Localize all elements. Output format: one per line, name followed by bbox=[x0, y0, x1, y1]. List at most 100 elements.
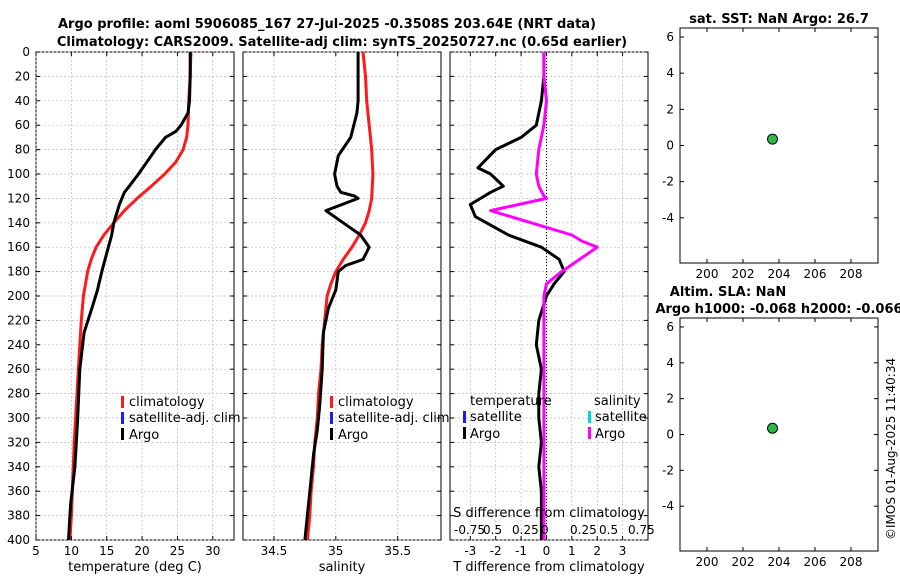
title-line-2: Climatology: CARS2009. Satellite-adj cli… bbox=[57, 35, 627, 50]
sla-frame bbox=[679, 317, 879, 552]
y-tick-label: 80 bbox=[15, 143, 30, 157]
y-tick-label: 0 bbox=[666, 428, 674, 442]
x-tick-label: 206 bbox=[804, 267, 827, 281]
x-tick-label: -3 bbox=[464, 544, 476, 558]
x-tick-label: 2 bbox=[593, 544, 601, 558]
x-tick-label: 204 bbox=[768, 267, 791, 281]
x-tick-label: 204 bbox=[768, 555, 791, 569]
y-tick-label: 180 bbox=[7, 265, 30, 279]
legend-label-argo: Argo bbox=[338, 428, 368, 443]
series-temperature-argo bbox=[468, 52, 566, 540]
salinity-ticks: 34.5 35 35.5 bbox=[243, 51, 441, 558]
sla-subtitle: Argo h1000: -0.068 h2000: -0.066 bbox=[655, 302, 900, 317]
temperature-axes: 5 10 15 20 25 3002040608010012014016018020022… bbox=[7, 45, 241, 575]
y-tick-label: 400 bbox=[7, 533, 30, 547]
y-tick-label: 300 bbox=[7, 411, 30, 425]
legend-swatch-temperature-argo bbox=[463, 427, 466, 439]
top-tick-label: 0.5 bbox=[599, 523, 618, 537]
y-tick-label: 100 bbox=[7, 167, 30, 181]
salinity-legend: climatology satellite-adj. clim Argo bbox=[330, 395, 450, 443]
x-tick-label: 208 bbox=[840, 555, 863, 569]
top-tick-label: 0.25 bbox=[512, 523, 539, 537]
legend-label-salinity-argo: Argo bbox=[595, 427, 625, 442]
y-tick-label: 0 bbox=[666, 139, 674, 153]
legend-swatch-salinity-argo bbox=[588, 427, 591, 439]
y-tick-label: 240 bbox=[7, 338, 30, 352]
series-argo bbox=[303, 52, 371, 541]
x-tick-label: -2 bbox=[490, 544, 502, 558]
y-tick-label: 220 bbox=[7, 313, 30, 327]
y-tick-label: -4 bbox=[662, 499, 674, 513]
x-tick-label: 202 bbox=[732, 267, 755, 281]
temperature-marks bbox=[67, 51, 193, 541]
legend-label-satellite: satellite-adj. clim bbox=[338, 411, 450, 426]
y-tick-label: 0 bbox=[22, 45, 30, 59]
y-tick-label: 360 bbox=[7, 484, 30, 498]
top-tick-label: 0.5 bbox=[483, 523, 502, 537]
legend-label-satellite: satellite-adj. clim bbox=[129, 411, 241, 426]
y-tick-label: 2 bbox=[666, 102, 674, 116]
sla-marks bbox=[767, 422, 779, 434]
legend-swatch-salinity-satellite bbox=[588, 411, 591, 423]
legend-label-temperature-argo: Argo bbox=[470, 427, 500, 442]
y-tick-label: 380 bbox=[7, 509, 30, 523]
salinity-axes: 34.5 35 35.5 salinity climatology satellit… bbox=[242, 51, 450, 575]
legend-label-climatology: climatology bbox=[338, 395, 414, 410]
x-tick-label: 202 bbox=[732, 555, 755, 569]
x-tick-label: 200 bbox=[696, 267, 719, 281]
legend-label-argo: Argo bbox=[129, 428, 159, 443]
title-line-1: Argo profile: aoml 5906085_167 27-Jul-20… bbox=[58, 17, 596, 32]
difference-ticks: -3 -2 -1 0 1 2 3 bbox=[450, 51, 648, 558]
legend-label-salinity-satellite: satellite bbox=[595, 410, 647, 425]
temperature-xlabel: temperature (deg C) bbox=[68, 560, 202, 575]
argo-position-point bbox=[767, 422, 779, 434]
x-tick-label: 20 bbox=[134, 544, 149, 558]
x-tick-label: 208 bbox=[840, 267, 863, 281]
x-tick-label: 1 bbox=[568, 544, 576, 558]
legend-swatch-climatology bbox=[330, 396, 333, 408]
x-tick-label: 35.5 bbox=[384, 544, 411, 558]
top-tick-label: 0 bbox=[541, 523, 549, 537]
salinity-grid bbox=[243, 51, 441, 541]
y-tick-label: 280 bbox=[7, 387, 30, 401]
x-tick-label: 15 bbox=[99, 544, 114, 558]
difference-axes: -3 -2 -1 0 1 2 3 T difference from climatology… bbox=[449, 51, 655, 575]
legend-swatch-satellite bbox=[121, 412, 124, 424]
legend-label-temperature-satellite: satellite bbox=[470, 410, 522, 425]
y-tick-label: 6 bbox=[666, 320, 674, 334]
series-argo bbox=[67, 52, 192, 541]
x-tick-label: 5 bbox=[32, 544, 40, 558]
legend-swatch-temperature-satellite bbox=[463, 411, 466, 423]
difference-marks bbox=[468, 52, 599, 540]
argo-position-point bbox=[767, 133, 779, 145]
sla-title: Altim. SLA: NaN bbox=[670, 285, 786, 300]
difference-top-tick-labels: -0.750.5 0.25 0 0.25 0.5 0.75 bbox=[454, 523, 655, 537]
legend-swatch-satellite bbox=[330, 412, 333, 424]
y-tick-label: 4 bbox=[666, 66, 674, 80]
sla-axes: Altim. SLA: NaN Argo h1000: -0.068 h2000… bbox=[655, 285, 900, 569]
legend-header-temperature: temperature bbox=[470, 394, 552, 409]
y-tick-label: 320 bbox=[7, 435, 30, 449]
series-climatology bbox=[68, 51, 193, 541]
y-tick-label: 340 bbox=[7, 460, 30, 474]
y-tick-label: -2 bbox=[662, 463, 674, 477]
x-tick-label: 0 bbox=[543, 544, 551, 558]
x-tick-label: 30 bbox=[205, 544, 220, 558]
y-tick-label: 2 bbox=[666, 392, 674, 406]
top-tick-label: -0.75 bbox=[454, 523, 485, 537]
x-tick-label: 35 bbox=[328, 544, 343, 558]
x-tick-label: 10 bbox=[64, 544, 79, 558]
x-tick-label: 34.5 bbox=[261, 544, 288, 558]
difference-legend: temperature salinity satellite Argo sate… bbox=[463, 394, 647, 442]
legend-swatch-argo bbox=[330, 428, 333, 440]
x-tick-label: -1 bbox=[515, 544, 527, 558]
y-tick-label: 200 bbox=[7, 289, 30, 303]
legend-header-salinity: salinity bbox=[594, 394, 641, 409]
legend-swatch-argo bbox=[121, 428, 124, 440]
x-tick-label: 200 bbox=[696, 555, 719, 569]
sst-marks bbox=[767, 133, 779, 145]
legend-label-climatology: climatology bbox=[129, 395, 205, 410]
y-tick-label: 260 bbox=[7, 362, 30, 376]
difference-xlabel: T difference from climatology bbox=[452, 560, 645, 575]
